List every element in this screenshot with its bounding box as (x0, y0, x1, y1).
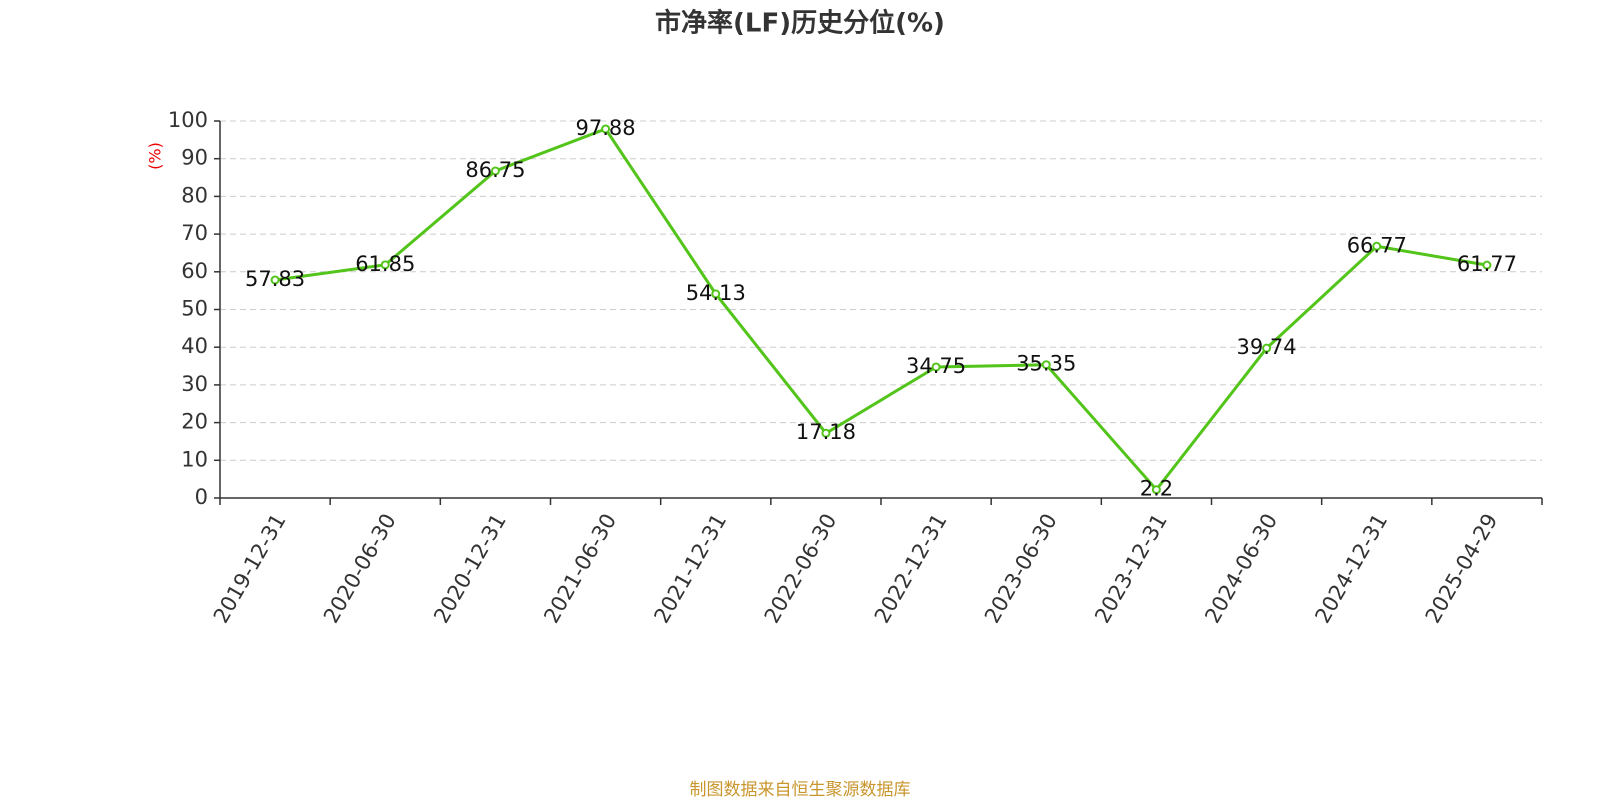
point (1482, 260, 1492, 270)
data-label: 86.75 (465, 158, 525, 182)
line (274, 127, 1488, 493)
point (601, 124, 611, 134)
data-label: 17.18 (796, 420, 856, 444)
point (380, 260, 390, 270)
data-label: 54.13 (686, 281, 746, 305)
point (1262, 343, 1272, 353)
data-label: 97.88 (576, 116, 636, 140)
y-tick-label: 90 (181, 146, 208, 170)
data-label: 35.35 (1016, 352, 1076, 376)
x-tick-label: 2024-12-31 (1310, 510, 1392, 628)
data-label: 61.77 (1457, 252, 1517, 276)
y-tick-label: 100 (168, 108, 208, 132)
y-axis-label: (%) (146, 142, 165, 170)
y-tick-label: 0 (195, 485, 208, 509)
data-label: 34.75 (906, 354, 966, 378)
data-label: 57.83 (245, 267, 305, 291)
x-tick-label: 2022-06-30 (760, 510, 842, 628)
data-label: 61.85 (355, 252, 415, 276)
source-note: 制图数据来自恒生聚源数据库 (690, 780, 911, 800)
y-tick-label: 70 (181, 221, 208, 245)
y-tick-label: 10 (181, 447, 208, 471)
y-tick-label: 20 (181, 410, 208, 434)
point (821, 428, 831, 438)
point (711, 289, 721, 299)
y-tick-label: 60 (181, 259, 208, 283)
y-tick-label: 50 (181, 297, 208, 321)
x-tick-label: 2023-12-31 (1090, 510, 1172, 628)
point (270, 275, 280, 285)
y-tick-label: 40 (181, 334, 208, 358)
point (490, 166, 500, 176)
data-label: 66.77 (1347, 233, 1407, 257)
data-label: 39.74 (1237, 335, 1297, 359)
x-tick-label: 2020-12-31 (429, 510, 511, 628)
x-tick-label: 2019-12-31 (209, 510, 291, 628)
x-tick-label: 2025-04-29 (1421, 510, 1503, 628)
x-tick-label: 2021-06-30 (539, 510, 621, 628)
point (931, 362, 941, 372)
y-tick-label: 80 (181, 183, 208, 207)
x-tick-label: 2021-12-31 (649, 510, 731, 628)
x-tick-label: 2024-06-30 (1200, 510, 1282, 628)
chart-title: 市净率(LF)历史分位(%) (655, 8, 945, 39)
point (1151, 485, 1161, 495)
y-tick-label: 30 (181, 372, 208, 396)
data-label: 2.2 (1140, 477, 1173, 501)
x-tick-label: 2023-06-30 (980, 510, 1062, 628)
x-tick-label: 2022-12-31 (870, 510, 952, 628)
point (1372, 241, 1382, 251)
point (1041, 360, 1051, 370)
x-tick-label: 2020-06-30 (319, 510, 401, 628)
